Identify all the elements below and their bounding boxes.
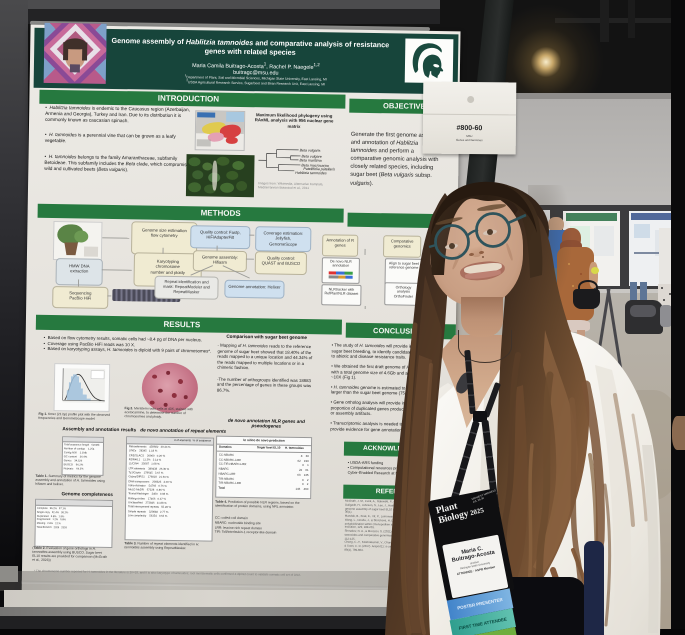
svg-text:Hablitzia tamnoides: Hablitzia tamnoides xyxy=(295,171,327,175)
svg-text:Beta vulgare: Beta vulgare xyxy=(302,154,322,158)
svg-text:Beta vulgaris: Beta vulgaris xyxy=(300,148,321,152)
svg-text:Patellifolia patellaris: Patellifolia patellaris xyxy=(303,167,335,172)
svg-text:Beta maritima: Beta maritima xyxy=(299,158,321,162)
svg-text:Beta macrocarpa: Beta macrocarpa xyxy=(301,163,328,167)
